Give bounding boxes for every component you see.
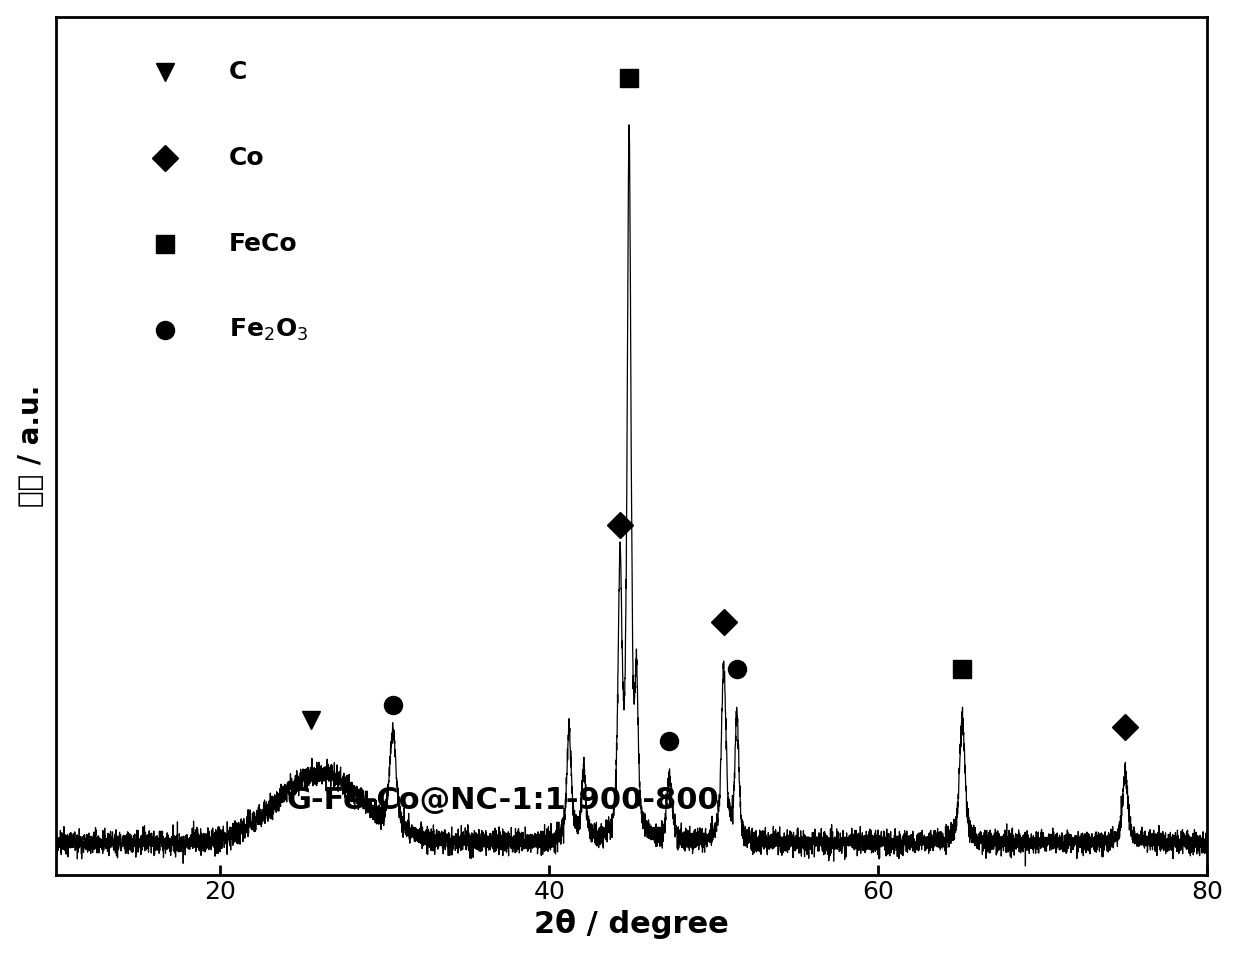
Text: G-Fe-Co@NC-1:1-900-800: G-Fe-Co@NC-1:1-900-800 [286,786,719,815]
Text: Fe$_2$O$_3$: Fe$_2$O$_3$ [228,316,308,343]
Y-axis label: 强度 / a.u.: 强度 / a.u. [16,384,45,507]
Text: Co: Co [228,146,264,170]
X-axis label: 2θ / degree: 2θ / degree [534,909,729,940]
Text: FeCo: FeCo [228,232,298,256]
Text: C: C [228,60,247,84]
